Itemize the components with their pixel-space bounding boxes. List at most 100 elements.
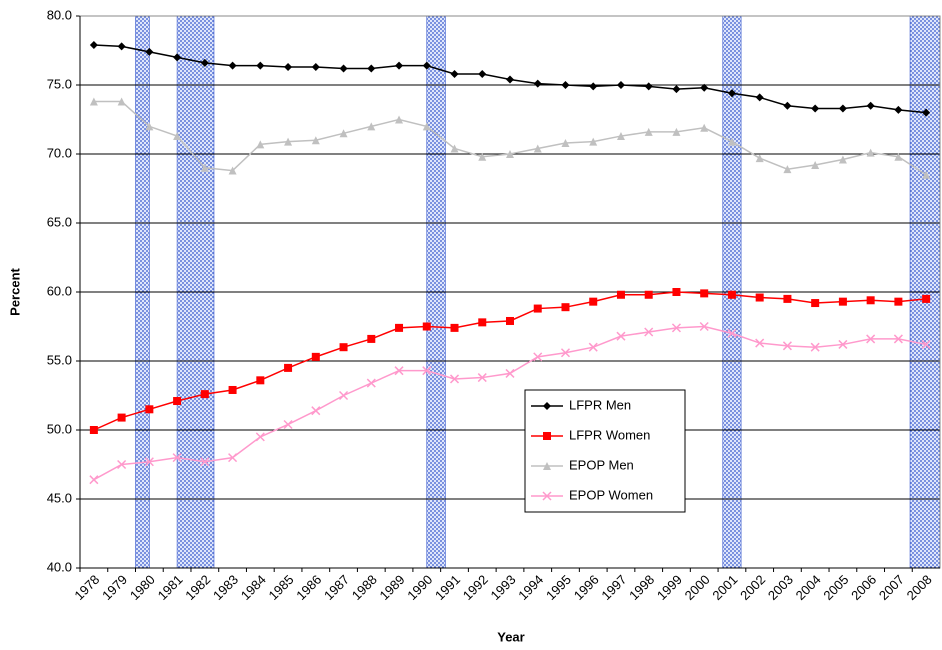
marker xyxy=(838,155,847,164)
x-tick-label: 1992 xyxy=(460,572,491,603)
x-axis-title: Year xyxy=(497,629,524,644)
marker xyxy=(589,82,598,91)
marker xyxy=(505,368,515,378)
marker xyxy=(450,144,459,153)
legend-label: EPOP Women xyxy=(569,487,653,502)
marker xyxy=(89,475,99,485)
marker xyxy=(644,82,653,91)
marker xyxy=(173,132,182,141)
marker xyxy=(922,294,931,303)
marker xyxy=(172,453,182,463)
marker xyxy=(117,42,126,51)
marker xyxy=(783,101,792,110)
y-tick-label: 70.0 xyxy=(47,145,72,160)
marker xyxy=(228,166,237,175)
x-tick-label: 1990 xyxy=(404,572,435,603)
x-tick-label: 2000 xyxy=(682,572,713,603)
marker xyxy=(422,61,431,70)
y-axis-title: Percent xyxy=(7,267,22,315)
x-tick-label: 1983 xyxy=(210,572,241,603)
x-tick-label: 1985 xyxy=(266,572,297,603)
marker xyxy=(866,101,875,110)
marker xyxy=(922,108,931,117)
marker xyxy=(145,122,154,131)
marker xyxy=(422,366,432,376)
marker xyxy=(533,144,542,153)
marker xyxy=(533,304,542,313)
x-tick-label: 1978 xyxy=(71,572,102,603)
y-tick-label: 80.0 xyxy=(47,7,72,22)
marker xyxy=(173,53,182,62)
marker xyxy=(256,376,265,385)
marker xyxy=(284,137,293,146)
marker xyxy=(228,385,237,394)
marker xyxy=(395,323,404,332)
marker xyxy=(782,341,792,351)
x-tick-label: 2006 xyxy=(848,572,879,603)
marker xyxy=(644,127,653,136)
marker xyxy=(616,81,625,89)
marker xyxy=(339,343,348,352)
marker xyxy=(395,115,404,124)
legend-label: LFPR Men xyxy=(569,397,631,412)
marker xyxy=(838,339,848,349)
marker xyxy=(727,290,736,299)
legend-label: EPOP Men xyxy=(569,457,634,472)
marker xyxy=(589,137,598,146)
marker xyxy=(200,58,209,67)
marker xyxy=(173,397,182,406)
x-tick-label: 1997 xyxy=(598,572,629,603)
marker xyxy=(894,297,903,306)
marker xyxy=(145,47,154,56)
series-line xyxy=(93,100,927,176)
x-tick-label: 1989 xyxy=(377,572,408,603)
marker xyxy=(422,322,431,331)
marker xyxy=(671,323,681,333)
marker xyxy=(644,327,654,337)
marker xyxy=(699,321,709,332)
x-tick-label: 1980 xyxy=(127,572,158,603)
marker xyxy=(921,339,931,349)
marker xyxy=(255,432,265,442)
marker xyxy=(450,69,459,78)
x-tick-label: 2004 xyxy=(793,572,824,603)
marker xyxy=(339,64,348,73)
marker xyxy=(395,61,404,70)
marker xyxy=(478,318,487,327)
legend-box xyxy=(524,389,686,513)
marker xyxy=(366,378,376,388)
marker xyxy=(283,419,293,430)
x-tick-label: 2005 xyxy=(820,572,851,603)
marker xyxy=(339,390,349,401)
marker xyxy=(616,132,625,141)
marker xyxy=(543,432,551,440)
marker xyxy=(533,79,542,88)
marker xyxy=(672,288,681,296)
x-tick-label: 1979 xyxy=(99,572,130,603)
marker xyxy=(200,390,209,399)
marker xyxy=(367,64,376,73)
marker xyxy=(144,457,154,467)
x-tick-label: 1982 xyxy=(182,572,213,603)
marker xyxy=(561,138,570,147)
marker xyxy=(810,342,820,352)
marker xyxy=(589,297,598,306)
marker xyxy=(394,366,404,376)
x-tick-label: 1994 xyxy=(515,572,546,603)
legend-label: LFPR Women xyxy=(569,427,650,442)
marker xyxy=(866,296,875,305)
marker xyxy=(783,294,792,303)
marker xyxy=(700,83,709,92)
marker xyxy=(811,104,820,113)
y-tick-label: 45.0 xyxy=(47,490,72,505)
marker xyxy=(542,491,552,501)
marker xyxy=(866,148,875,157)
marker xyxy=(700,289,709,298)
marker xyxy=(367,334,376,343)
marker xyxy=(727,137,736,146)
x-tick-label: 1996 xyxy=(571,572,602,603)
marker xyxy=(506,316,514,325)
x-tick-label: 2007 xyxy=(876,572,907,603)
y-tick-label: 40.0 xyxy=(47,559,72,574)
marker xyxy=(616,331,626,341)
